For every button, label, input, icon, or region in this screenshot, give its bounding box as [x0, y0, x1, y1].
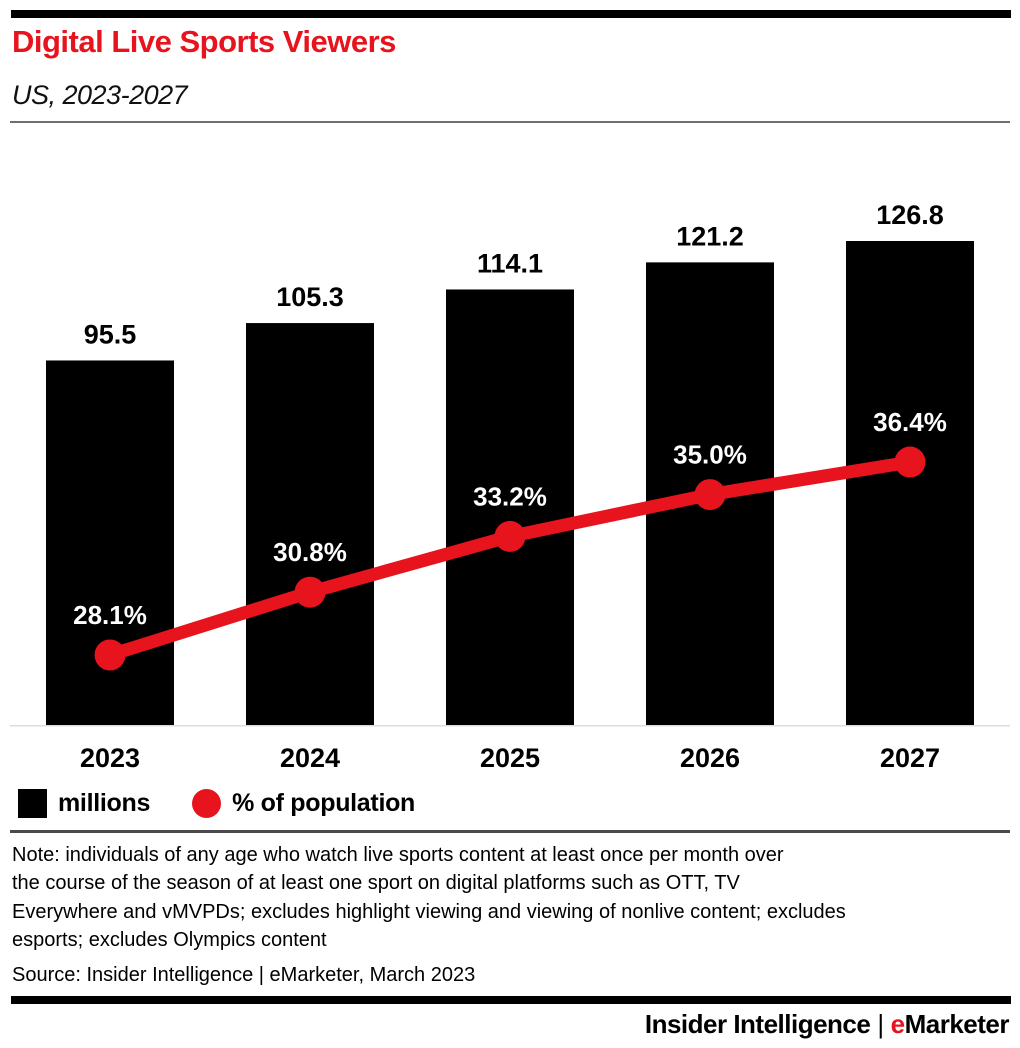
note-line-1: Note: individuals of any age who watch l… [12, 844, 784, 866]
top-accent-bar [11, 10, 1011, 18]
footnote-divider [10, 830, 1010, 833]
note-line-4: esports; excludes Olympics content [12, 928, 327, 951]
brand-emarketer-rest: Marketer [904, 1009, 1010, 1039]
brand-footer: Insider Intelligence | eMarketer [644, 1009, 1010, 1040]
bar-value-label-2023: 95.5 [84, 319, 137, 349]
brand-insider-intelligence: Insider Intelligence [644, 1009, 871, 1039]
x-axis-label-2025: 2025 [480, 743, 540, 773]
bar-value-label-2026: 121.2 [676, 221, 744, 251]
legend-item-pct-of-population: % of population [192, 789, 415, 818]
line-swatch-icon [192, 789, 222, 818]
bar-swatch-icon [18, 789, 47, 818]
page-subtitle: US, 2023-2027 [12, 80, 188, 110]
brand-emarketer-e: e [890, 1009, 905, 1039]
source-text: Source: Insider Intelligence | eMarketer… [12, 964, 476, 986]
x-axis-label-2027: 2027 [880, 743, 940, 773]
pct-value-label-2026: 35.0% [673, 440, 747, 470]
legend-label-millions: millions [58, 789, 151, 817]
x-axis-line [10, 725, 1010, 727]
note-line-2: the course of the season of at least one… [12, 872, 740, 895]
pct-value-label-2024: 30.8% [273, 537, 347, 567]
legend-label-pct-of-population: % of population [232, 789, 416, 817]
line-point-2023 [94, 639, 126, 671]
bar-2025 [446, 289, 574, 725]
brand-separator: | [877, 1009, 884, 1039]
line-point-2025 [494, 520, 526, 552]
x-axis-label-2023: 2023 [80, 743, 140, 773]
bar-value-label-2027: 126.8 [876, 200, 944, 230]
legend-item-millions: millions [18, 789, 150, 818]
pct-value-label-2027: 36.4% [873, 407, 947, 437]
bar-2024 [246, 323, 374, 725]
bar-value-label-2024: 105.3 [276, 282, 344, 312]
x-axis-label-2026: 2026 [680, 743, 740, 773]
note-text: Note: individuals of any age who watch l… [12, 841, 972, 954]
bar-value-label-2025: 114.1 [477, 248, 543, 278]
bar-2027 [846, 241, 974, 725]
line-point-2024 [294, 576, 326, 608]
line-point-2027 [894, 446, 926, 478]
x-axis-label-2024: 2024 [280, 743, 340, 773]
page-title: Digital Live Sports Viewers [12, 24, 396, 59]
chart-legend: millions % of population [18, 789, 415, 818]
header-divider [10, 121, 1010, 123]
line-point-2026 [694, 479, 726, 511]
pct-value-label-2025: 33.2% [473, 481, 547, 511]
pct-value-label-2023: 28.1% [73, 600, 147, 630]
chart-svg: 95.5 105.3 114.1 121.2 126.8 2023 2024 2025 2026… [10, 200, 1010, 773]
note-line-3: Everywhere and vMVPDs; excludes highligh… [12, 900, 846, 923]
bottom-accent-bar [11, 996, 1011, 1004]
